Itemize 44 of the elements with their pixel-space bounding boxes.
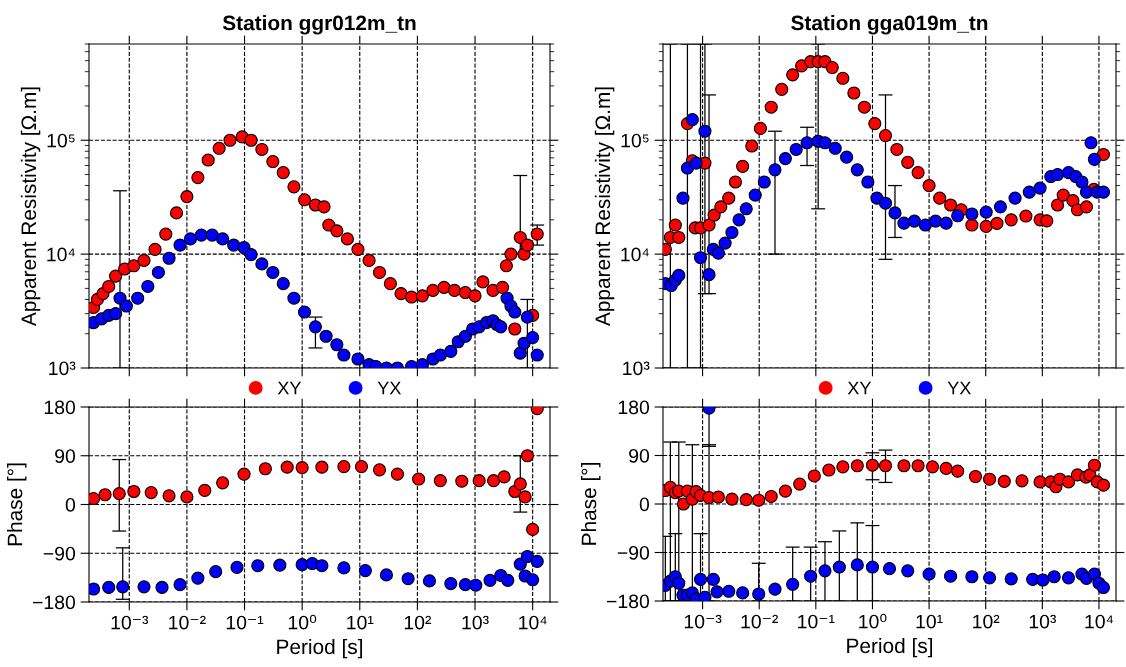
y-tick-label: 180	[618, 400, 650, 415]
y-tick-label: 180	[44, 400, 76, 415]
x-axis-title: Period [s]	[847, 637, 933, 658]
x-tick-label: 10⁻²	[169, 615, 206, 630]
y-tick-label: 0	[639, 497, 650, 512]
x-tick-label: 10⁰	[859, 613, 887, 629]
y-tick-label: 10³	[49, 361, 76, 376]
x-tick-label: 10⁻¹	[226, 615, 264, 630]
y-tick-label: −180	[606, 594, 650, 609]
legend-label: YX	[947, 381, 971, 395]
x-tick-label: 10⁻¹	[798, 614, 835, 629]
legend-label: XY	[277, 381, 302, 395]
y-tick-label: 90	[55, 449, 76, 463]
x-tick-label: 10¹	[347, 615, 374, 630]
x-tick-label: 10³	[1029, 614, 1056, 629]
y-axis-title: Apparent Resistivity [Ω.m]	[594, 87, 615, 327]
legend-label: XY	[847, 381, 872, 395]
y-tick-label: −90	[617, 545, 650, 560]
y-axis-title: Apparent Resistivity [Ω.m]	[20, 87, 41, 327]
y-tick-label: −90	[43, 546, 76, 561]
chart-title: Station gga019m_tn	[791, 15, 988, 35]
chart-title: Station ggr012m_tn	[222, 15, 416, 35]
x-tick-label: 10⁴	[519, 615, 547, 630]
y-tick-label: 10⁴	[47, 247, 75, 262]
x-tick-label: 10⁻³	[111, 615, 149, 630]
x-tick-label: 10⁰	[288, 614, 317, 630]
y-tick-label: 10⁵	[621, 133, 649, 148]
y-tick-label: 0	[65, 497, 76, 512]
y-tick-label: 10⁴	[621, 247, 649, 262]
y-tick-label: 10³	[623, 361, 650, 376]
x-tick-label: 10⁻²	[741, 614, 779, 629]
y-axis-title: Phase [°]	[7, 463, 27, 546]
x-tick-label: 10⁻³	[684, 614, 722, 629]
x-tick-label: 10³	[462, 615, 489, 630]
y-tick-label: 10⁵	[47, 133, 75, 148]
x-tick-label: 10²	[404, 615, 432, 630]
legend-label: YX	[377, 381, 401, 395]
x-tick-label: 10²	[973, 614, 1000, 629]
x-tick-label: 10¹	[916, 614, 943, 629]
x-axis-title: Period [s]	[277, 638, 363, 659]
y-axis-title: Phase [°]	[581, 463, 601, 545]
y-tick-label: −180	[32, 595, 76, 610]
x-tick-label: 10⁴	[1085, 614, 1113, 629]
y-tick-label: 90	[629, 448, 650, 463]
